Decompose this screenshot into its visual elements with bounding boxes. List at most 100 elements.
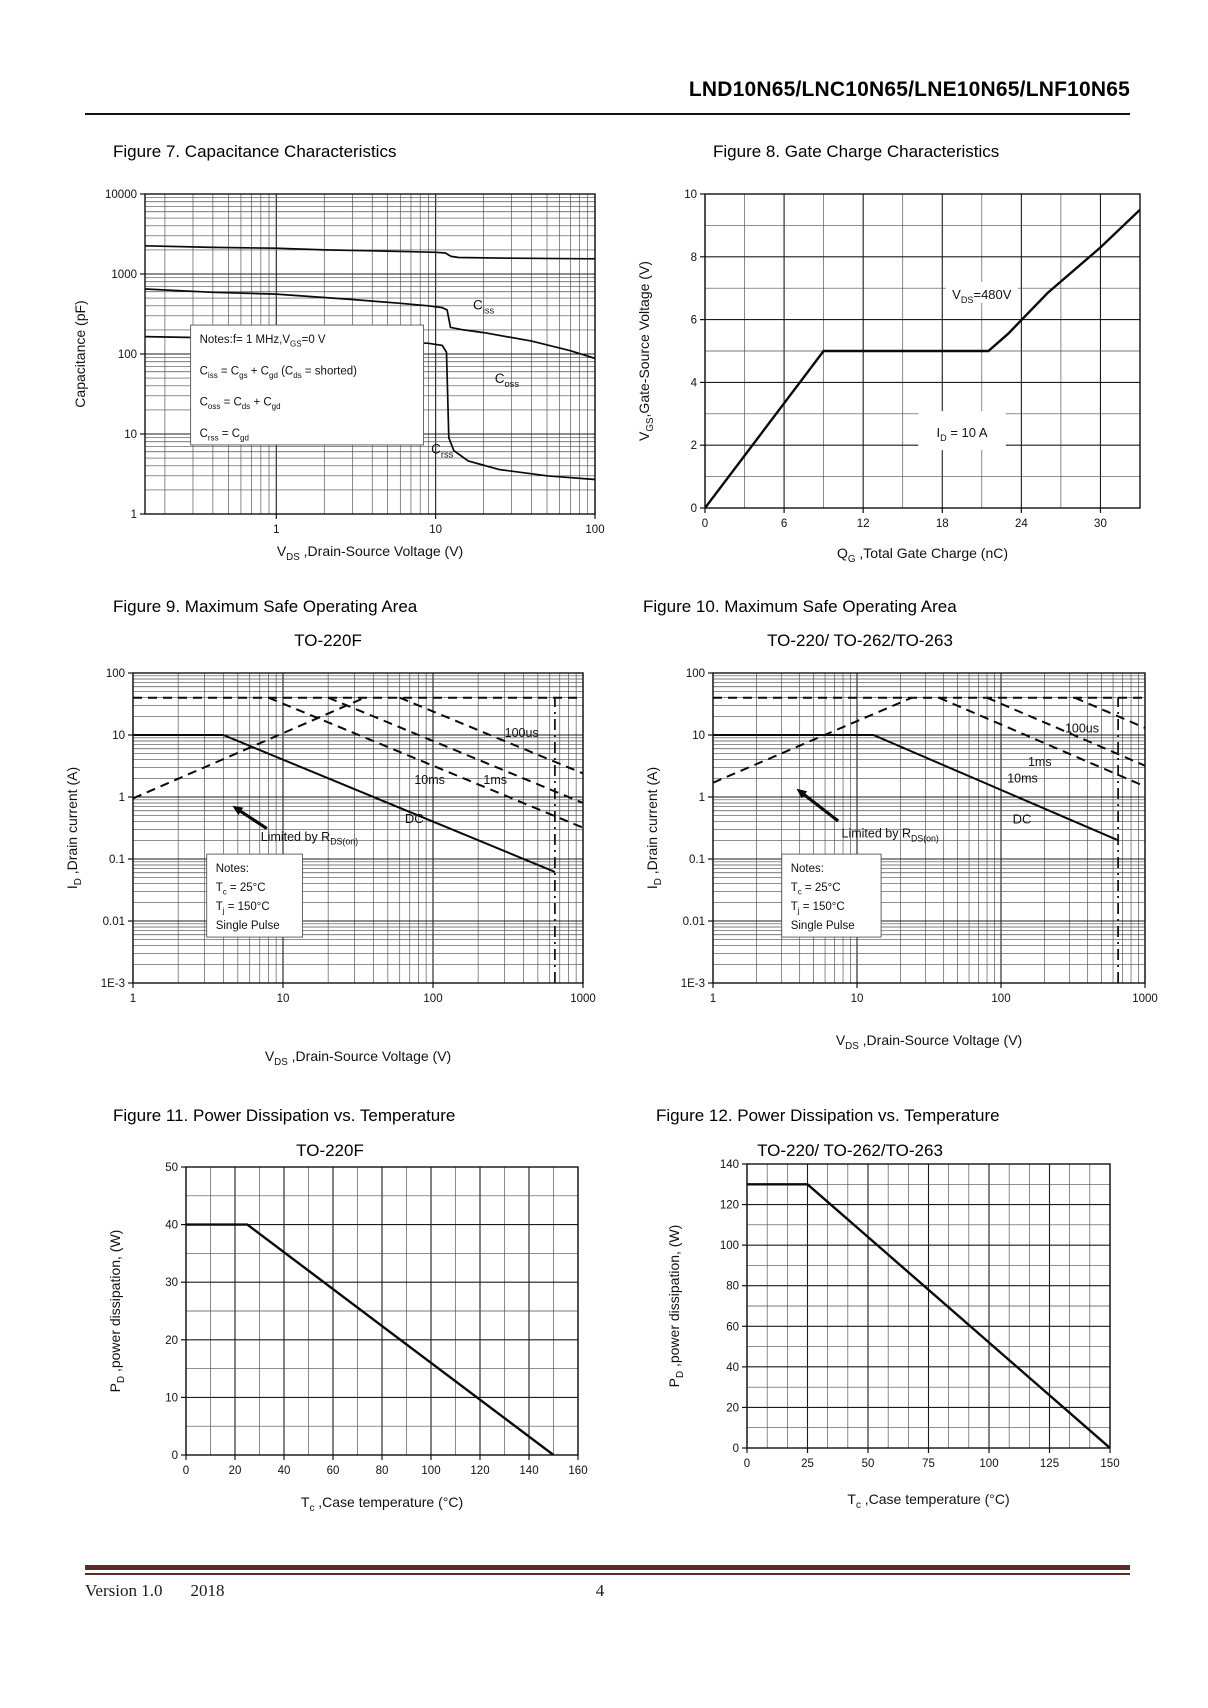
notes-box: [190, 324, 425, 446]
svg-text:1000: 1000: [570, 993, 596, 1005]
svg-text:ID​ ,Drain current (A): ID​ ,Drain current (A): [644, 767, 664, 889]
svg-text:0: 0: [702, 518, 708, 530]
svg-text:10: 10: [277, 993, 290, 1005]
svg-text:4: 4: [691, 377, 698, 389]
svg-text:PD​ ,power dissipation, (W): PD​ ,power dissipation, (W): [666, 1225, 686, 1388]
series-dc: [133, 734, 556, 873]
svg-text:1: 1: [119, 792, 125, 804]
svg-text:0: 0: [744, 1458, 750, 1470]
svg-text:1: 1: [699, 792, 705, 804]
figure10-subtitle: TO-220/ TO-262/TO-263: [767, 631, 953, 650]
svg-text:0: 0: [183, 1465, 189, 1477]
svg-text:100: 100: [686, 668, 705, 680]
svg-text:QG​ ,Total Gate Charge (nC): QG​ ,Total Gate Charge (nC): [837, 545, 1008, 565]
series: [186, 1223, 555, 1455]
arrow-head: [232, 805, 244, 816]
svg-text:Crss​: Crss​: [431, 442, 454, 460]
svg-text:25: 25: [801, 1458, 814, 1470]
svg-text:100: 100: [979, 1458, 998, 1470]
svg-text:50: 50: [165, 1162, 178, 1174]
svg-text:0.1: 0.1: [689, 854, 705, 866]
series: [713, 696, 1145, 983]
svg-text:0: 0: [691, 503, 697, 515]
header-title: LND10N65/LNC10N65/LNE10N65/LNF10N65: [688, 78, 1130, 101]
svg-text:VDS​ ,Drain-Source Voltage (V): VDS​ ,Drain-Source Voltage (V): [277, 543, 463, 563]
svg-text:20: 20: [726, 1402, 739, 1414]
grid: [132, 672, 584, 984]
series: [747, 1183, 1110, 1448]
figure10-title: Figure 10. Maximum Safe Operating Area: [643, 597, 957, 616]
grid: [185, 1166, 579, 1456]
svg-text:100: 100: [423, 993, 442, 1005]
svg-text:140: 140: [720, 1159, 739, 1171]
footer-version-label: Version 1.0: [85, 1581, 163, 1600]
svg-text:Coss​: Coss​: [495, 371, 520, 389]
svg-text:60: 60: [726, 1321, 739, 1333]
soa-to220f-chart: Notes: Tc​ = 25°C Tj​ = 150°C Single Pulse 1…: [64, 668, 596, 1068]
series: [705, 208, 1140, 508]
svg-text:Limited by RDS(on)​: Limited by RDS(on)​: [842, 827, 939, 844]
svg-text:1: 1: [710, 993, 716, 1005]
footer-rule-thick: [85, 1565, 1130, 1570]
svg-text:80: 80: [726, 1281, 739, 1293]
svg-text:Tc​ = 25°C: Tc​ = 25°C: [791, 882, 841, 896]
figure12-subtitle: TO-220/ TO-262/TO-263: [757, 1141, 943, 1160]
svg-text:DC: DC: [1013, 812, 1032, 827]
svg-text:Tc​ ,Case temperature (°C): Tc​ ,Case temperature (°C): [847, 1491, 1009, 1511]
svg-text:1: 1: [131, 509, 137, 521]
series: [133, 696, 583, 983]
svg-text:10000: 10000: [105, 189, 137, 201]
svg-text:Tj​ = 150°C: Tj​ = 150°C: [216, 901, 270, 915]
series-ciss: [145, 244, 595, 260]
svg-text:120: 120: [470, 1465, 489, 1477]
svg-text:100: 100: [106, 668, 125, 680]
footer-version: Version 1.0 2018: [85, 1581, 224, 1601]
series-dc: [713, 734, 1119, 842]
svg-text:Notes:: Notes:: [791, 863, 824, 875]
series-1ms: [327, 696, 583, 804]
svg-text:Ciss​: Ciss​: [473, 298, 495, 316]
svg-text:12: 12: [857, 518, 870, 530]
svg-text:ID​ ,Drain current (A): ID​ ,Drain current (A): [64, 767, 84, 889]
svg-text:100us: 100us: [1065, 721, 1099, 735]
figure11-title: Figure 11. Power Dissipation vs. Tempera…: [113, 1106, 456, 1125]
plot-border: [712, 672, 1146, 984]
figure8-title: Figure 8. Gate Charge Characteristics: [713, 142, 1000, 161]
svg-text:20: 20: [229, 1465, 242, 1477]
svg-text:Single Pulse: Single Pulse: [791, 920, 855, 932]
svg-text:Limited by RDS(on)​: Limited by RDS(on)​: [261, 830, 358, 847]
svg-text:50: 50: [862, 1458, 875, 1470]
svg-text:10ms: 10ms: [414, 773, 445, 787]
svg-text:10: 10: [112, 730, 125, 742]
svg-text:0.01: 0.01: [683, 916, 705, 928]
svg-text:Tc​ ,Case temperature (°C): Tc​ ,Case temperature (°C): [301, 1494, 463, 1514]
svg-text:PD​ ,power dissipation, (W): PD​ ,power dissipation, (W): [107, 1230, 127, 1393]
grid: [712, 672, 1146, 984]
annotation-bg: [945, 281, 1018, 303]
series-pd-vs-tc: [186, 1223, 555, 1455]
svg-text:0.01: 0.01: [103, 916, 125, 928]
grid: [746, 1163, 1111, 1449]
svg-text:100: 100: [720, 1240, 739, 1252]
svg-text:Coss​ = Cds​ + Cgd​: Coss​ = Cds​ + Cgd​: [200, 397, 281, 411]
svg-text:75: 75: [922, 1458, 935, 1470]
series-coss: [145, 288, 595, 360]
series-limited-by-rdson: [133, 696, 365, 800]
svg-text:Crss​ = Cgd​: Crss​ = Cgd​: [200, 428, 249, 442]
svg-text:100: 100: [421, 1465, 440, 1477]
svg-text:1000: 1000: [1132, 993, 1158, 1005]
svg-text:100: 100: [991, 993, 1010, 1005]
figure12-title: Figure 12. Power Dissipation vs. Tempera…: [656, 1106, 1000, 1125]
plot-border: [704, 193, 1141, 509]
svg-text:Ciss​ = Cgs​ + Cgd​ (Cds​ = sh: Ciss​ = Cgs​ + Cgd​ (Cds​ = shorted): [200, 365, 358, 379]
svg-text:140: 140: [519, 1465, 538, 1477]
figure7-title: Figure 7. Capacitance Characteristics: [113, 142, 397, 161]
arrow: [236, 807, 268, 830]
footer-year: 2018: [190, 1581, 225, 1600]
svg-text:10: 10: [692, 730, 705, 742]
svg-text:6: 6: [781, 518, 787, 530]
series-1ms: [986, 696, 1145, 767]
svg-text:125: 125: [1040, 1458, 1059, 1470]
